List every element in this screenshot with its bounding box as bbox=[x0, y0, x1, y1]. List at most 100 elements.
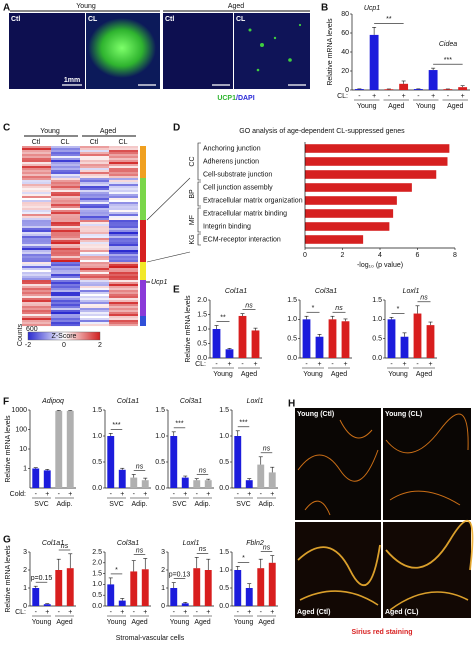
heatmap-cell bbox=[109, 216, 138, 219]
y-tick-label: 0.5 bbox=[219, 585, 229, 592]
heatmap-cell bbox=[80, 232, 109, 235]
heatmap-cell bbox=[109, 278, 138, 281]
heatmap-cell bbox=[51, 194, 80, 197]
heatmap-cell bbox=[80, 228, 109, 231]
heatmap-cell bbox=[80, 252, 109, 255]
significance-label: p=0.15 bbox=[31, 575, 53, 582]
heatmap-cell bbox=[51, 164, 80, 167]
x-tick-label: - bbox=[416, 361, 419, 368]
heatmap-cell bbox=[109, 162, 138, 165]
bar bbox=[238, 315, 247, 358]
significance-label: * bbox=[242, 555, 245, 562]
x-tick-label: 8 bbox=[453, 252, 457, 259]
x-tick-label: 2 bbox=[341, 252, 345, 259]
heatmap-cell bbox=[109, 270, 138, 273]
heatmap-cell bbox=[80, 214, 109, 217]
heatmap-cell bbox=[22, 258, 51, 261]
heatmap-cell bbox=[51, 268, 80, 271]
x-tick-label: - bbox=[173, 609, 176, 616]
heatmap-cell bbox=[80, 296, 109, 299]
y-tick-label: 2 bbox=[23, 567, 27, 574]
heatmap-cell bbox=[22, 166, 51, 169]
y-tick-label: 1.0 bbox=[92, 581, 102, 588]
heatmap-cell bbox=[51, 294, 80, 297]
heatmap-cell bbox=[51, 154, 80, 157]
heatmap-cell bbox=[80, 274, 109, 277]
heatmap-cell bbox=[51, 172, 80, 175]
bar bbox=[55, 570, 63, 606]
heatmap-cell bbox=[51, 242, 80, 245]
heatmap-cell bbox=[22, 242, 51, 245]
x-tick-label: + bbox=[143, 609, 147, 616]
bar bbox=[170, 436, 178, 488]
micrograph bbox=[234, 13, 310, 89]
heatmap-cell bbox=[51, 198, 80, 201]
bar bbox=[328, 319, 337, 358]
gene-title: Col1a1 bbox=[117, 398, 139, 405]
heatmap-cell bbox=[109, 206, 138, 209]
group-label: Young bbox=[170, 619, 190, 626]
group-label: Adip. bbox=[259, 501, 275, 508]
x-tick-label: + bbox=[206, 609, 210, 616]
heatmap-cell bbox=[80, 220, 109, 223]
heatmap-cell bbox=[51, 186, 80, 189]
heatmap-cell bbox=[22, 212, 51, 215]
y-tick-label: 3 bbox=[23, 549, 27, 556]
x-tick-label: + bbox=[45, 609, 49, 616]
heatmap-cell bbox=[109, 150, 138, 153]
heatmap-cell bbox=[22, 320, 51, 323]
heatmap-cell bbox=[51, 300, 80, 303]
heatmap-cell bbox=[22, 154, 51, 157]
stain-part: /DAPI bbox=[236, 95, 255, 102]
heatmap-cell bbox=[80, 206, 109, 209]
heatmap-cell bbox=[22, 224, 51, 227]
heatmap-cell bbox=[109, 294, 138, 297]
heatmap-cell bbox=[22, 298, 51, 301]
heatmap-cell bbox=[51, 184, 80, 187]
heatmap-cell bbox=[51, 190, 80, 193]
bar bbox=[32, 588, 40, 606]
heatmap-cell bbox=[109, 306, 138, 309]
heatmap-cell bbox=[22, 292, 51, 295]
bar bbox=[212, 329, 221, 358]
heatmap-cell bbox=[109, 170, 138, 173]
heatmap-cell bbox=[80, 180, 109, 183]
bar bbox=[245, 588, 253, 606]
bar bbox=[43, 604, 51, 606]
y-tick-label: 1 bbox=[161, 585, 165, 592]
group-label: KG bbox=[189, 234, 196, 244]
group-label: Young bbox=[416, 103, 436, 110]
heatmap-cell bbox=[80, 156, 109, 159]
x-tick-label: + bbox=[227, 361, 231, 368]
heatmap-cell bbox=[22, 182, 51, 185]
heatmap-cell bbox=[51, 304, 80, 307]
y-tick-label: 60 bbox=[341, 30, 349, 37]
y-tick-label: 1.5 bbox=[92, 407, 102, 414]
heatmap-cell bbox=[22, 324, 51, 327]
ucp1-signal bbox=[88, 18, 156, 78]
y-axis-label: Relative mRNA levels bbox=[185, 295, 192, 363]
bar bbox=[234, 436, 242, 488]
heatmap-cell bbox=[109, 160, 138, 163]
heatmap-cell bbox=[80, 268, 109, 271]
heatmap-cell bbox=[51, 322, 80, 325]
y-tick-label: 1.5 bbox=[219, 407, 229, 414]
bar bbox=[107, 584, 115, 606]
heatmap-cell bbox=[80, 278, 109, 281]
heatmap-cell bbox=[80, 224, 109, 227]
heatmap-cell bbox=[109, 222, 138, 225]
heatmap-cell bbox=[80, 170, 109, 173]
significance-label: ns bbox=[199, 467, 207, 474]
heatmap-cell bbox=[80, 280, 109, 283]
heatmap-cell bbox=[80, 212, 109, 215]
heatmap-cell bbox=[109, 320, 138, 323]
heatmap-cell bbox=[80, 208, 109, 211]
heatmap-cell bbox=[80, 248, 109, 251]
x-tick-label: - bbox=[35, 491, 38, 498]
heatmap-cell bbox=[80, 258, 109, 261]
bar bbox=[193, 568, 201, 606]
heatmap-cell bbox=[22, 314, 51, 317]
x-tick-label: + bbox=[206, 491, 210, 498]
heatmap-cell bbox=[22, 218, 51, 221]
heatmap-cell bbox=[22, 180, 51, 183]
